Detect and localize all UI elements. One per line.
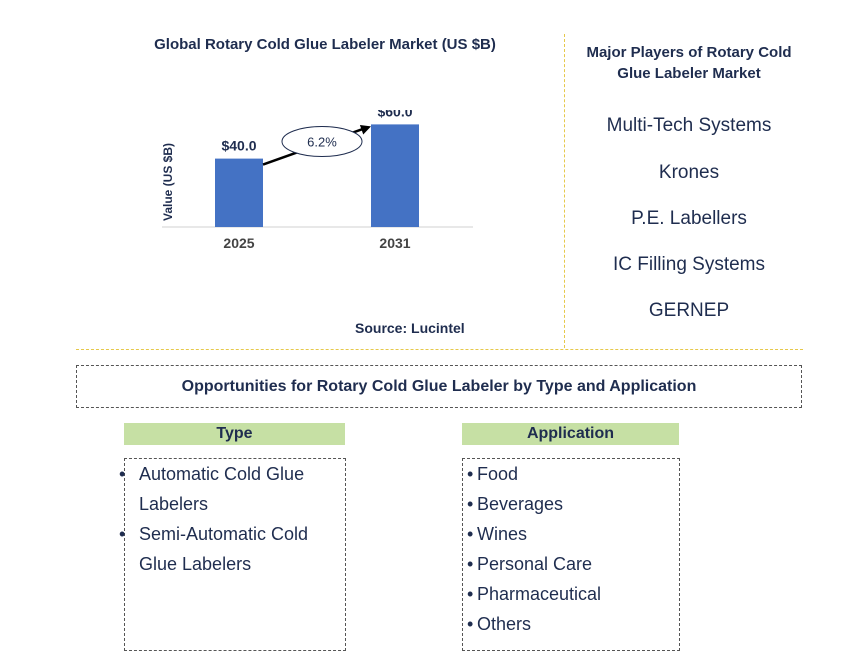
list-item: • Semi-Automatic Cold Glue Labelers [119, 524, 309, 574]
y-axis-label: Value (US $B) [161, 143, 175, 221]
growth-bubble [281, 126, 363, 157]
type-list: • Automatic Cold Glue Labelers • Semi-Auto… [119, 458, 346, 651]
data-label: $60.0 [377, 110, 412, 119]
application-list: • Food • Beverages • Wines • Personal Care •… [462, 458, 680, 651]
growth-label: 6.2% [307, 135, 337, 150]
source-label: Source: Lucintel [355, 320, 465, 336]
x-tick-label: 2031 [379, 235, 410, 251]
player-item: P.E. Labellers [631, 208, 747, 229]
list-item: • Pharmaceutical [467, 584, 602, 604]
bar-2025 [215, 158, 263, 227]
player-item: Krones [658, 162, 720, 183]
list-item: • Personal Care [467, 554, 593, 574]
players-title: Major Players of Rotary Cold Glue Labele… [586, 44, 792, 82]
opportunities-title: Opportunities for Rotary Cold Glue Label… [76, 365, 802, 408]
vertical-divider [564, 34, 565, 348]
list-item: • Beverages [467, 494, 564, 514]
bar-chart: Value (US $B) $40.0 2025 $60.0 2031 6.2% [161, 110, 473, 251]
list-item: • Food [467, 464, 519, 484]
list-item: • Wines [467, 524, 528, 544]
player-item: GERNEP [648, 300, 730, 321]
data-label: $40.0 [221, 138, 256, 154]
player-item: Multi-Tech Systems [606, 115, 772, 136]
bar-2031 [371, 124, 419, 227]
list-item: • Automatic Cold Glue Labelers [119, 464, 305, 514]
type-header: Type [124, 423, 345, 445]
growth-arrowhead [359, 125, 371, 135]
player-item: IC Filling Systems [612, 254, 766, 275]
chart-title: Global Rotary Cold Glue Labeler Market (… [154, 36, 496, 53]
application-header: Application [462, 423, 679, 445]
horizontal-divider [76, 349, 803, 350]
list-item: • Others [467, 614, 532, 634]
x-tick-label: 2025 [223, 235, 254, 251]
